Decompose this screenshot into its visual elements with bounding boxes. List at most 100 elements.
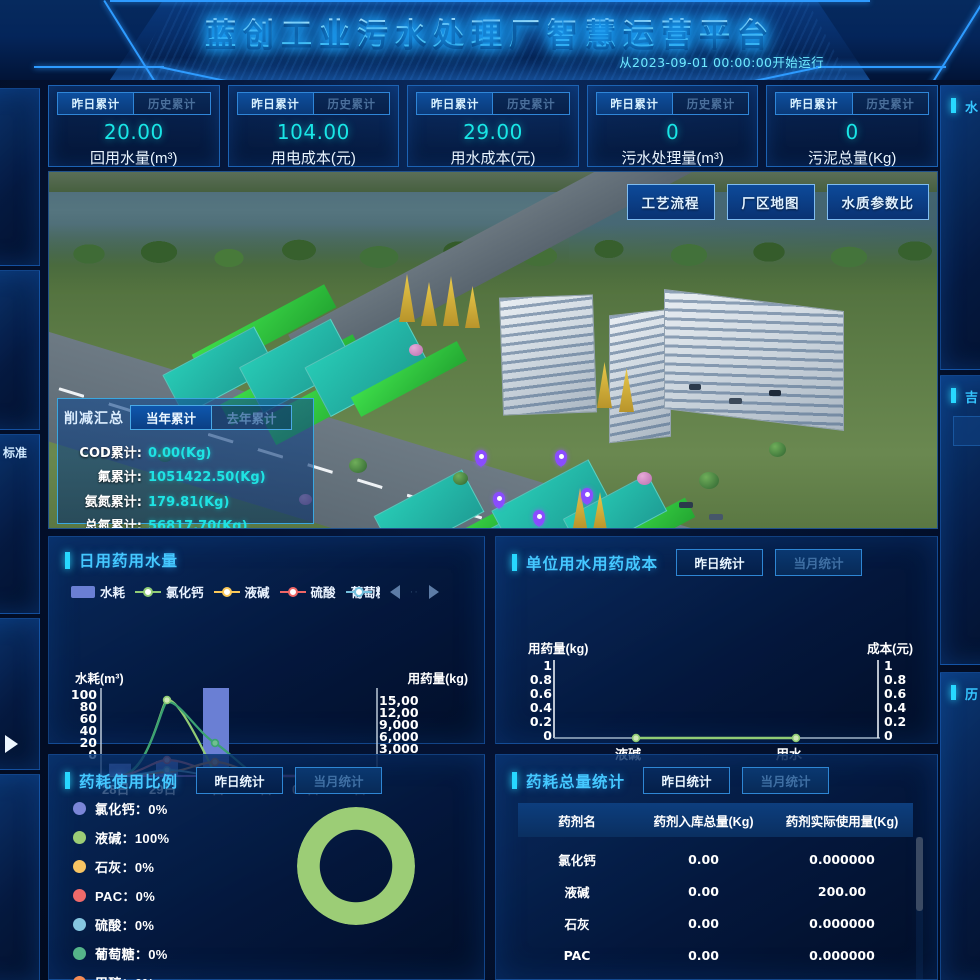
donut-chart-usage-ratio[interactable] [297, 807, 415, 925]
panel-title: 日用药用水量 [79, 553, 179, 570]
table-scrollbar-thumb[interactable] [916, 837, 923, 911]
map-pin-icon[interactable] [493, 492, 505, 510]
blossom-tree-icon [637, 472, 652, 485]
pie-legend-item-sulfuric-acid[interactable]: 硫酸：0% [73, 915, 169, 934]
kpi-tab-yesterday[interactable]: 昨日累计 [776, 93, 852, 114]
pie-legend-item-liquid-alkali[interactable]: 液碱：100% [73, 828, 169, 847]
legend-item-sulfuric-acid[interactable]: 硫酸 [279, 582, 336, 601]
legend-item-glucose[interactable]: 葡萄糖 [345, 582, 380, 601]
kpi-tab-yesterday[interactable]: 昨日累计 [596, 93, 673, 114]
office-building-main [664, 288, 844, 432]
legend-dot-icon [73, 976, 86, 980]
plant-map-button[interactable]: 厂区地图 [726, 184, 815, 220]
reduction-summary-title: 削减汇总 [64, 409, 124, 426]
kpi-tab-yesterday[interactable]: 昨日累计 [58, 93, 134, 114]
y2-tick-label: 6,000 [379, 729, 419, 744]
map-pin-icon[interactable] [533, 510, 545, 528]
pie-legend-item-pac[interactable]: PAC：0% [73, 886, 169, 905]
panel-accent-bar-icon [951, 388, 956, 403]
table-row[interactable]: PAC 0.00 0.000000 [518, 939, 913, 971]
legend-label: 甲醇：0% [95, 973, 154, 980]
tab-last-year[interactable]: 去年累计 [211, 406, 291, 429]
pie-legend-item-glucose[interactable]: 葡萄糖：0% [73, 944, 169, 963]
tab-current-year[interactable]: 当年累计 [131, 406, 211, 429]
table-row[interactable]: 液碱 0.00 200.00 [518, 875, 913, 907]
legend-item-water[interactable]: 水耗 [71, 582, 125, 601]
legend-swatch-icon [71, 585, 95, 598]
kpi-tab-yesterday[interactable]: 昨日累计 [417, 93, 493, 114]
y2-tick-label: 9,000 [379, 717, 419, 732]
tab-month-stats[interactable]: 当月统计 [775, 549, 863, 576]
kpi-card-sewage-volume: 昨日累计 历史累计 0 污水处理量(m³) [586, 85, 759, 167]
y-tick-label: 0.2 [529, 714, 552, 729]
panel-header: 药耗使用比例 昨日统计 当月统计 [49, 755, 484, 794]
panel-chemical-totals: 药耗总量统计 昨日统计 当月统计 药剂名 药剂入库总量(Kg) 药剂实际使用量(… [495, 754, 938, 980]
water-quality-button[interactable]: 水质参数比 [826, 184, 929, 220]
legend-dot-icon [73, 889, 86, 902]
kpi-label: 回用水量(m³) [90, 150, 178, 167]
cell-chemical-name: 氯化钙 [558, 852, 596, 868]
process-flow-button[interactable]: 工艺流程 [626, 184, 715, 220]
legend-item-calcium-chloride[interactable]: 氯化钙 [135, 582, 204, 601]
kpi-tab-history[interactable]: 历史累计 [672, 93, 749, 114]
chemical-totals-table: 药剂名 药剂入库总量(Kg) 药剂实际使用量(Kg) 氯化钙 0.00 0.00… [518, 803, 913, 971]
y-axis-right-title: 用药量(kg) [407, 672, 468, 686]
reduction-row-value: 179.81(Kg) [148, 494, 230, 510]
pie-legend-item-methanol[interactable]: 甲醇：0% [73, 973, 169, 980]
legend-dot-icon [73, 860, 86, 873]
side-panel-right-2[interactable]: 吉 [940, 375, 980, 665]
side-panel-left-5[interactable] [0, 774, 40, 980]
plant-aerial-view[interactable]: 工艺流程 厂区地图 水质参数比 削减汇总 当年累计 去年累计 COD累计: 0.… [48, 171, 938, 529]
map-pin-icon[interactable] [581, 488, 593, 506]
tab-yesterday-stats[interactable]: 昨日统计 [643, 767, 731, 794]
legend-label: 氯化钙 [166, 586, 204, 600]
side-panel-right-3[interactable]: 历 [940, 672, 980, 980]
panel-title: 单位用水用药成本 [526, 555, 659, 573]
cell-stock-total: 0.00 [688, 883, 719, 899]
y2-tick-label: 3,000 [379, 741, 419, 756]
legend-label: 石灰：0% [95, 860, 155, 875]
side-panel-left-3[interactable]: 标准 [0, 434, 40, 614]
table-row[interactable]: 石灰 0.00 0.000000 [518, 907, 913, 939]
legend-item-liquid-alkali[interactable]: 液碱 [213, 582, 270, 601]
header-line-top [110, 0, 870, 2]
car-icon [689, 384, 701, 390]
tab-month-stats[interactable]: 当月统计 [742, 767, 830, 794]
car-icon [679, 502, 693, 508]
tab-month-stats[interactable]: 当月统计 [295, 767, 383, 794]
kpi-tab-history[interactable]: 历史累计 [133, 93, 210, 114]
y-tick-label: 0.8 [529, 672, 552, 687]
pie-legend-item-lime[interactable]: 石灰：0% [73, 857, 169, 876]
reduction-row-label: 氨氮累计: [84, 494, 142, 510]
header-trapezoid [110, 0, 870, 80]
cell-actual-usage: 0.000000 [809, 915, 875, 931]
side-panel-right-1[interactable]: 水 [940, 85, 980, 370]
kpi-tab-history[interactable]: 历史累计 [492, 93, 569, 114]
map-pin-icon[interactable] [555, 450, 567, 468]
cell-actual-usage: 0.000000 [809, 947, 875, 963]
kpi-toggle: 昨日累计 历史累计 [775, 92, 929, 115]
pie-legend-item-calcium-chloride[interactable]: 氯化钙：0% [73, 799, 169, 818]
panel-accent-bar-icon [65, 551, 70, 569]
y2-tick-label: 0 [884, 728, 893, 743]
legend-prev-arrow-icon[interactable] [389, 584, 400, 599]
kpi-value: 0 [845, 120, 859, 144]
kpi-tab-history[interactable]: 历史累计 [851, 93, 928, 114]
kpi-tab-history[interactable]: 历史累计 [312, 93, 390, 114]
tab-yesterday-stats[interactable]: 昨日统计 [196, 767, 284, 794]
side-panel-left-1[interactable] [0, 88, 40, 266]
table-row[interactable]: 氯化钙 0.00 0.000000 [518, 843, 913, 875]
legend-next-arrow-icon[interactable] [428, 584, 439, 599]
side-panel-right-2-title: 吉 [965, 390, 979, 405]
kpi-tab-yesterday[interactable]: 昨日累计 [237, 93, 313, 114]
side-panel-left-2[interactable] [0, 270, 40, 430]
expand-right-icon[interactable] [5, 735, 18, 753]
legend-label: 硫酸：0% [95, 918, 155, 933]
legend-label: 葡萄糖：0% [95, 947, 168, 962]
car-icon [709, 514, 723, 520]
map-pin-icon[interactable] [475, 450, 487, 468]
tab-yesterday-stats[interactable]: 昨日统计 [676, 549, 764, 576]
car-icon [729, 398, 742, 404]
panel-accent-bar-icon [65, 772, 70, 789]
far-bank [49, 172, 937, 192]
